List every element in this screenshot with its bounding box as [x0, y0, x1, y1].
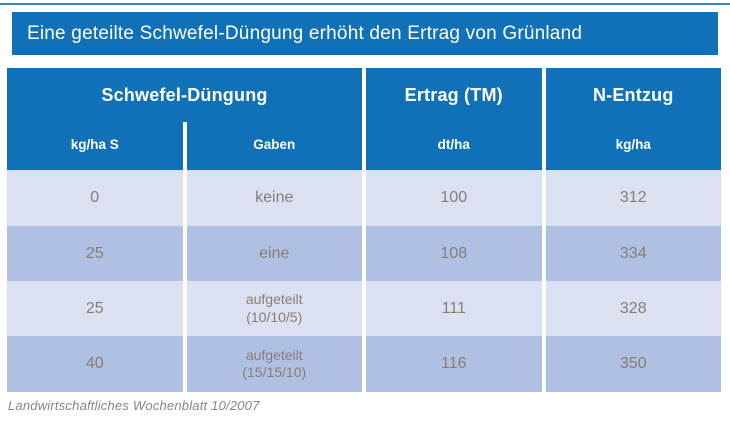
cell-ertrag: 100: [366, 170, 542, 226]
gaben-detail: (15/15/10): [242, 364, 307, 380]
cell-ertrag: 116: [366, 336, 542, 392]
cell-kgha-s: 25: [7, 281, 183, 336]
column-group-n-entzug: N-Entzug: [545, 68, 721, 122]
cell-n-entzug: 312: [545, 170, 721, 226]
cell-n-entzug: 350: [545, 336, 721, 392]
column-header-gaben: Gaben: [186, 122, 362, 170]
cell-kgha-s: 25: [7, 226, 183, 281]
cell-kgha-s: 40: [7, 336, 183, 392]
fertilization-table: Schwefel-Düngung Ertrag (TM) N-Entzug kg…: [7, 68, 721, 392]
cell-gaben: aufgeteilt (10/10/5): [186, 281, 362, 336]
gaben-label: keine: [255, 189, 294, 206]
gaben-label: eine: [259, 244, 290, 262]
column-header-dt-ha: dt/ha: [366, 122, 542, 170]
column-header-kg-ha: kg/ha: [545, 122, 721, 170]
cell-n-entzug: 334: [545, 226, 721, 281]
cell-gaben: aufgeteilt (15/15/10): [186, 336, 362, 392]
cell-ertrag: 108: [366, 226, 542, 281]
column-group-schwefel-duengung: Schwefel-Düngung: [7, 68, 362, 122]
column-group-ertrag-tm: Ertrag (TM): [366, 68, 542, 122]
title-bar: Eine geteilte Schwefel-Düngung erhöht de…: [12, 12, 718, 55]
cell-kgha-s: 0: [7, 170, 183, 226]
cell-gaben: eine: [186, 226, 362, 281]
cell-n-entzug: 328: [545, 281, 721, 336]
column-header-kg-ha-s: kg/ha S: [7, 122, 183, 170]
top-decorative-rule: [0, 3, 730, 5]
source-citation: Landwirtschaftliches Wochenblatt 10/2007: [8, 398, 260, 413]
gaben-label: aufgeteilt: [245, 346, 303, 363]
cell-gaben: keine: [186, 170, 362, 226]
page-title: Eine geteilte Schwefel-Düngung erhöht de…: [27, 22, 583, 44]
cell-ertrag: 111: [366, 281, 542, 336]
gaben-label: aufgeteilt: [245, 291, 303, 307]
gaben-detail: (10/10/5): [246, 308, 303, 325]
